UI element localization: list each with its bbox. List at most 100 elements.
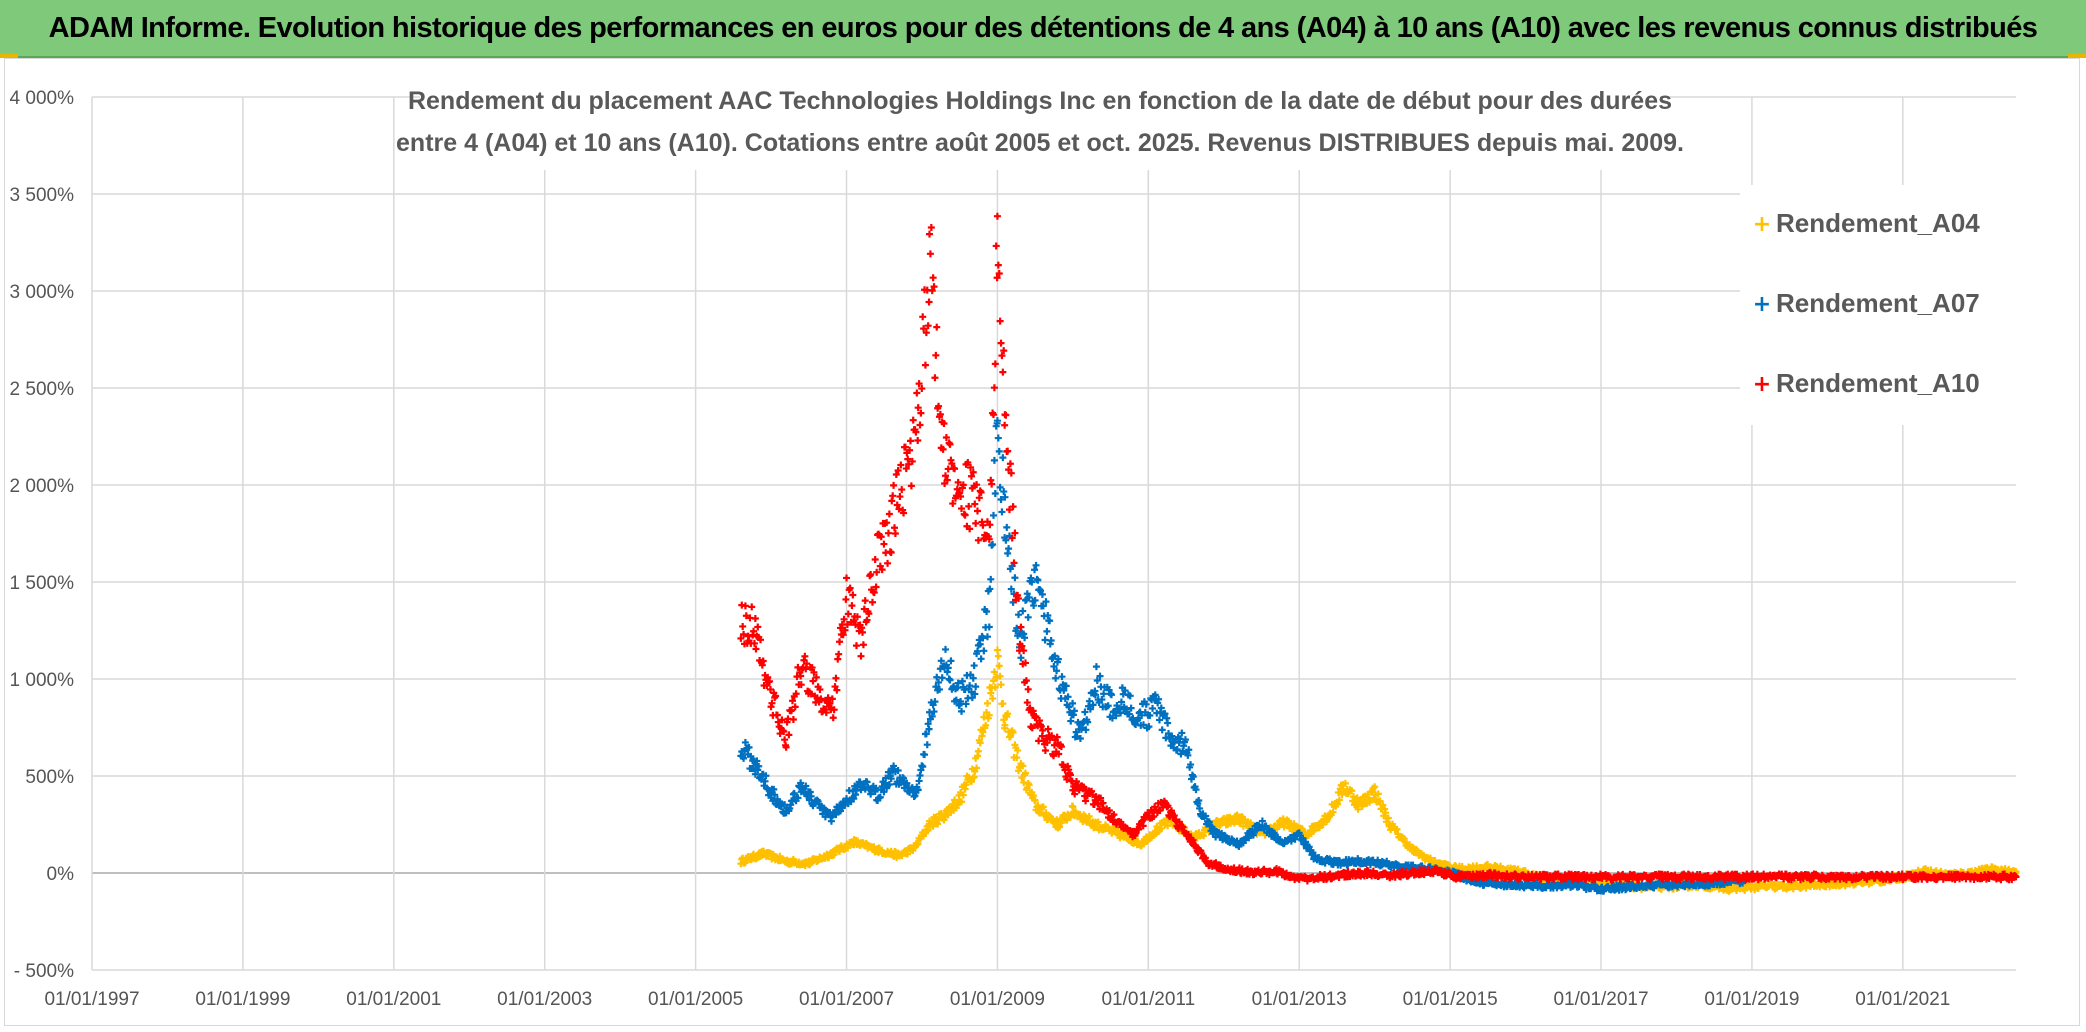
- data-point-Rendement_A07: [1003, 523, 1011, 531]
- data-point-Rendement_A04: [1004, 710, 1012, 718]
- data-point-Rendement_A04: [1031, 797, 1039, 805]
- data-point-Rendement_A04: [999, 700, 1007, 708]
- data-point-Rendement_A07: [1100, 690, 1108, 698]
- data-point-Rendement_A07: [802, 782, 810, 790]
- data-point-Rendement_A04: [976, 739, 984, 747]
- data-point-Rendement_A07: [762, 772, 770, 780]
- data-point-Rendement_A04: [1063, 816, 1071, 824]
- data-point-Rendement_A04: [1247, 819, 1255, 827]
- data-point-Rendement_A07: [1108, 714, 1116, 722]
- y-tick-label: 3 500%: [10, 185, 75, 206]
- legend-label-a10: Rendement_A10: [1776, 368, 1980, 398]
- data-point-Rendement_A07: [1037, 587, 1045, 595]
- data-point-Rendement_A07: [993, 417, 1001, 425]
- data-point-Rendement_A07: [745, 743, 753, 751]
- data-point-Rendement_A10: [994, 261, 1002, 269]
- data-point-Rendement_A07: [928, 712, 936, 720]
- data-point-Rendement_A07: [1086, 705, 1094, 713]
- data-point-Rendement_A10: [965, 502, 973, 510]
- data-point-Rendement_A10: [993, 212, 1001, 220]
- data-point-Rendement_A04: [991, 683, 999, 691]
- data-point-Rendement_A10: [829, 714, 837, 722]
- data-point-Rendement_A07: [986, 585, 994, 593]
- data-point-Rendement_A10: [885, 510, 893, 518]
- data-point-Rendement_A10: [773, 711, 781, 719]
- x-tick-label: 01/01/2015: [1403, 989, 1498, 1010]
- data-point-Rendement_A04: [994, 652, 1002, 660]
- data-point-Rendement_A04: [974, 747, 982, 755]
- data-point-Rendement_A10: [884, 529, 892, 537]
- data-point-Rendement_A07: [1039, 602, 1047, 610]
- data-point-Rendement_A07: [794, 794, 802, 802]
- data-point-Rendement_A04: [1329, 808, 1337, 816]
- data-point-Rendement_A07: [995, 447, 1003, 455]
- data-point-Rendement_A04: [1056, 823, 1064, 831]
- data-point-Rendement_A10: [859, 641, 867, 649]
- data-point-Rendement_A07: [805, 796, 813, 804]
- data-point-Rendement_A07: [1157, 704, 1165, 712]
- data-point-Rendement_A04: [990, 668, 998, 676]
- chart-title-line-1: Rendement du placement AAC Technologies …: [408, 87, 1672, 115]
- data-point-Rendement_A07: [969, 674, 977, 682]
- x-tick-label: 01/01/1999: [195, 989, 290, 1010]
- data-point-Rendement_A07: [1000, 488, 1008, 496]
- data-point-Rendement_A04: [957, 798, 965, 806]
- data-point-Rendement_A07: [1069, 699, 1077, 707]
- data-point-Rendement_A10: [898, 486, 906, 494]
- y-tick-label: 4 000%: [10, 88, 75, 109]
- data-point-Rendement_A04: [993, 646, 1001, 654]
- data-point-Rendement_A07: [1189, 773, 1197, 781]
- data-point-Rendement_A04: [1085, 812, 1093, 820]
- data-point-Rendement_A10: [889, 492, 897, 500]
- data-point-Rendement_A04: [996, 672, 1004, 680]
- data-point-Rendement_A07: [942, 645, 950, 653]
- data-point-Rendement_A07: [921, 751, 929, 759]
- y-tick-label: 3 000%: [10, 282, 75, 303]
- data-point-Rendement_A07: [755, 762, 763, 770]
- y-tick-label: 2 000%: [10, 476, 75, 497]
- data-point-Rendement_A07: [1001, 493, 1009, 501]
- data-point-Rendement_A04: [1366, 796, 1374, 804]
- data-point-Rendement_A07: [751, 770, 759, 778]
- data-point-Rendement_A04: [1334, 788, 1342, 796]
- data-point-Rendement_A10: [789, 715, 797, 723]
- data-point-Rendement_A10: [909, 416, 917, 424]
- data-point-Rendement_A07: [983, 633, 991, 641]
- data-point-Rendement_A10: [972, 519, 980, 527]
- data-point-Rendement_A10: [868, 598, 876, 606]
- data-point-Rendement_A10: [887, 549, 895, 557]
- data-point-Rendement_A10: [801, 652, 809, 660]
- x-axis-ticks: 01/01/1997 01/01/1999 01/01/2001 01/01/2003…: [44, 989, 1950, 1010]
- data-point-Rendement_A07: [1155, 695, 1163, 703]
- x-tick-label: 01/01/2001: [346, 989, 441, 1010]
- data-point-Rendement_A07: [1117, 709, 1125, 717]
- data-point-Rendement_A07: [1164, 719, 1172, 727]
- data-point-Rendement_A04: [1239, 822, 1247, 830]
- data-point-Rendement_A07: [753, 757, 761, 765]
- data-point-Rendement_A04: [1157, 824, 1165, 832]
- data-point-Rendement_A04: [1350, 793, 1358, 801]
- data-point-Rendement_A07: [970, 662, 978, 670]
- data-point-Rendement_A07: [932, 683, 940, 691]
- data-point-Rendement_A07: [1041, 636, 1049, 644]
- data-point-Rendement_A07: [1067, 717, 1075, 725]
- data-point-Rendement_A07: [976, 640, 984, 648]
- data-point-Rendement_A04: [1042, 809, 1050, 817]
- data-point-Rendement_A07: [797, 779, 805, 787]
- data-point-Rendement_A10: [871, 555, 879, 563]
- data-point-Rendement_A07: [1125, 710, 1133, 718]
- data-point-Rendement_A10: [919, 313, 927, 321]
- data-point-Rendement_A07: [1082, 726, 1090, 734]
- data-point-Rendement_A07: [1031, 566, 1039, 574]
- data-point-Rendement_A07: [919, 763, 927, 771]
- data-point-Rendement_A10: [921, 361, 929, 369]
- data-point-Rendement_A07: [1302, 838, 1310, 846]
- data-point-Rendement_A04: [1094, 818, 1102, 826]
- data-point-Rendement_A04: [929, 822, 937, 830]
- corner-accent-right: [2068, 54, 2086, 58]
- data-point-Rendement_A07: [999, 454, 1007, 462]
- data-point-Rendement_A07: [1028, 578, 1036, 586]
- data-point-Rendement_A10: [739, 622, 747, 630]
- data-point-Rendement_A07: [1112, 712, 1120, 720]
